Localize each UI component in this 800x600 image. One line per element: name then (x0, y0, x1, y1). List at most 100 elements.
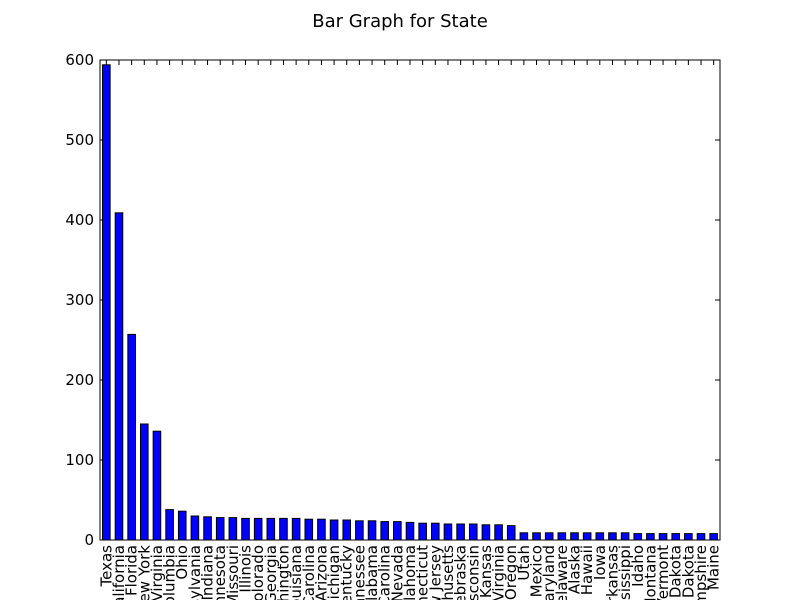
bar (253, 517, 263, 541)
bar (506, 525, 516, 541)
x-tick-label: North Dakota (667, 545, 685, 600)
bar (342, 519, 352, 541)
x-tick-label: New Hampshire (692, 545, 710, 600)
x-tick-label: Illinois (237, 545, 255, 593)
bar (443, 523, 453, 541)
x-tick-label: South Dakota (679, 545, 697, 600)
x-tick-label: Pennsylvania (186, 545, 204, 600)
bar (519, 532, 529, 541)
x-tick-label: Vermont (654, 545, 672, 600)
x-tick-label: Hawaii (578, 545, 596, 595)
bar (152, 430, 162, 541)
bar (102, 64, 111, 541)
x-tick-label: West Virginia (490, 545, 508, 600)
y-tick-label: 0 (84, 531, 94, 549)
y-tick-label: 600 (65, 51, 94, 69)
bar (557, 532, 567, 541)
x-tick-label: Idaho (629, 545, 647, 587)
bar (620, 532, 630, 541)
x-tick-label: Oregon (502, 545, 520, 600)
x-tick-label: District of Columbia (161, 545, 179, 600)
x-tick-label: North Carolina (300, 545, 318, 600)
chart-title: Bar Graph for State (312, 11, 488, 32)
bar (418, 522, 427, 541)
x-tick-label: Connecticut (414, 545, 432, 600)
x-tick-label: Kentucky (338, 545, 356, 600)
bar (431, 522, 440, 541)
bar (481, 524, 491, 541)
x-tick-label: Arkansas (603, 545, 621, 600)
bar (228, 517, 238, 541)
x-tick-label: Michigan (325, 545, 343, 600)
bar (608, 532, 617, 541)
x-tick-label: Virginia (148, 545, 166, 600)
x-tick-label: Tennessee (350, 545, 368, 600)
bar (595, 532, 605, 541)
bar (684, 533, 693, 541)
bar (190, 515, 200, 541)
bar (367, 520, 377, 541)
x-tick-label: Missouri (224, 545, 242, 600)
bar (355, 520, 364, 541)
x-tick-label: New Jersey (426, 545, 444, 600)
x-tick-label: Kansas (477, 545, 495, 598)
bar (317, 518, 326, 541)
bar (329, 519, 339, 541)
y-tick-label: 500 (65, 131, 94, 149)
y-tick-label: 400 (65, 211, 94, 229)
x-tick-label: Louisiana (287, 545, 305, 600)
bar (646, 533, 655, 541)
x-tick-label: Indiana (199, 545, 217, 600)
y-tick-label: 100 (65, 451, 94, 469)
x-tick-label: California (110, 545, 128, 600)
y-tick-label: 200 (65, 371, 94, 389)
bar (380, 521, 389, 541)
x-tick-label: New York (135, 545, 153, 600)
bar (241, 517, 250, 541)
x-tick-label: Montana (641, 545, 659, 600)
bar (215, 517, 225, 541)
bar (544, 532, 554, 541)
x-tick-label: Iowa (591, 545, 609, 580)
x-tick-label: Colorado (249, 545, 267, 600)
x-tick-label: Utah (515, 545, 533, 581)
x-tick-label: Florida (123, 545, 141, 596)
bar (456, 523, 465, 541)
bar (405, 521, 415, 541)
x-tick-label: Maine (705, 545, 723, 590)
bar (532, 532, 541, 541)
x-tick-label: Oklahoma (401, 545, 419, 600)
bar (393, 521, 402, 541)
bar (304, 518, 314, 541)
bar (696, 533, 706, 541)
x-tick-label: Arizona (312, 545, 330, 600)
bar (633, 533, 643, 541)
y-tick-label: 300 (65, 291, 94, 309)
x-tick-label: Washington (274, 545, 292, 600)
x-tick-label: Nebraska (452, 545, 470, 600)
bar (177, 510, 187, 541)
x-tick-label: Wisconsin (464, 545, 482, 600)
bar (203, 516, 212, 541)
bar (658, 533, 668, 541)
x-tick-label: South Carolina (376, 545, 394, 600)
bar (165, 509, 174, 541)
bar (671, 533, 681, 541)
x-tick-label: Maryland (540, 545, 558, 600)
bar (266, 517, 276, 541)
bar (494, 524, 503, 541)
x-tick-label: Nevada (388, 545, 406, 600)
plot-frame (99, 59, 721, 541)
x-tick-label: Massachusetts (439, 545, 457, 600)
bar (570, 532, 579, 541)
x-tick-label: Alabama (363, 545, 381, 600)
x-tick-label: Mississippi (616, 545, 634, 600)
x-tick-label: Georgia (262, 545, 280, 600)
x-tick-label: Alaska (565, 545, 583, 594)
bar (279, 517, 288, 541)
x-tick-label: Ohio (173, 545, 191, 580)
bar (709, 533, 718, 541)
bar (139, 423, 149, 541)
x-tick-label: Texas (97, 545, 115, 588)
